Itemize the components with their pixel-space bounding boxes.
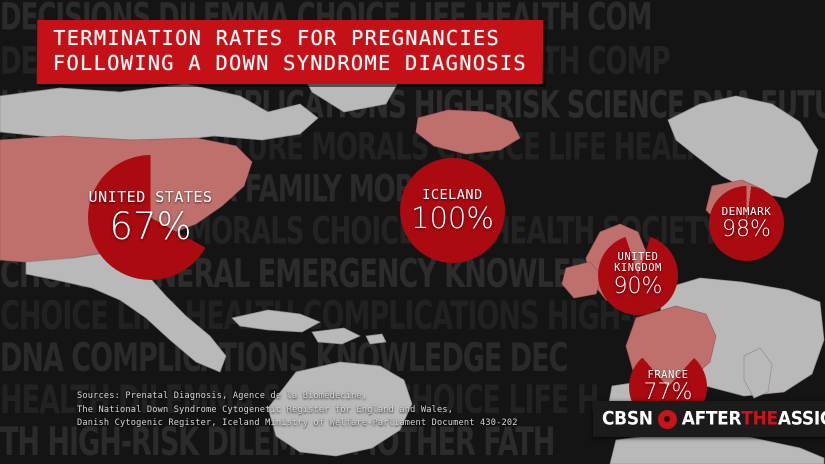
page-title-line-2: FOLLOWING A DOWN SYNDROME DIAGNOSIS xyxy=(52,51,527,75)
cbsn-show-logo[interactable]: CBSN AFTER THE ASSIGNMENT xyxy=(593,401,825,437)
map-region-italy xyxy=(743,347,773,399)
map-region-canada xyxy=(0,83,319,143)
pie-slice-iceland xyxy=(400,158,505,263)
logo-network-label: CBSN xyxy=(602,407,653,430)
sources-line-1: Sources: Prenatal Diagnosis, Agence de l… xyxy=(77,391,368,401)
sources-line-3: Danish Cytogenic Register, Iceland Minis… xyxy=(77,418,518,428)
map-region-puerto-rico xyxy=(365,333,387,345)
sources-citation: Sources: Prenatal Diagnosis, Agence de l… xyxy=(77,390,518,431)
map-region-caribbean xyxy=(231,309,321,333)
map-region-south-america xyxy=(267,361,413,457)
map-region-scandinavia xyxy=(667,95,819,199)
logo-word-the: THE xyxy=(741,407,778,430)
sources-line-2: The National Down Syndrome Cytogenetic R… xyxy=(77,404,454,415)
data-bubble-iceland[interactable]: ICELAND 100% xyxy=(400,158,505,263)
map-region-ireland xyxy=(561,261,603,299)
data-bubble-denmark[interactable]: DENMARK 98% xyxy=(709,186,784,261)
map-region-iceland xyxy=(415,109,521,155)
eye-icon xyxy=(657,409,677,429)
title-banner: TERMINATION RATES FOR PREGNANCIES FOLLOW… xyxy=(36,20,544,84)
data-bubble-united-states[interactable]: UNITED STATES 67% xyxy=(88,155,213,280)
data-bubble-united-kingdom[interactable]: UNITED KINGDOM 90% xyxy=(598,235,678,315)
logo-word-after: AFTER xyxy=(681,407,742,430)
page-title-line-1: TERMINATION RATES FOR PREGNANCIES xyxy=(53,26,501,50)
pie-slice-united-kingdom xyxy=(598,235,678,315)
logo-word-assignment: ASSIGNMENT xyxy=(777,407,825,430)
background-word-row: DNA COMPLICATIONS KNOWLEDGE DEC xyxy=(0,336,568,381)
pie-slice-denmark xyxy=(709,186,784,261)
map-region-hispaniola xyxy=(311,327,361,345)
pie-slice-united-states xyxy=(88,155,213,280)
